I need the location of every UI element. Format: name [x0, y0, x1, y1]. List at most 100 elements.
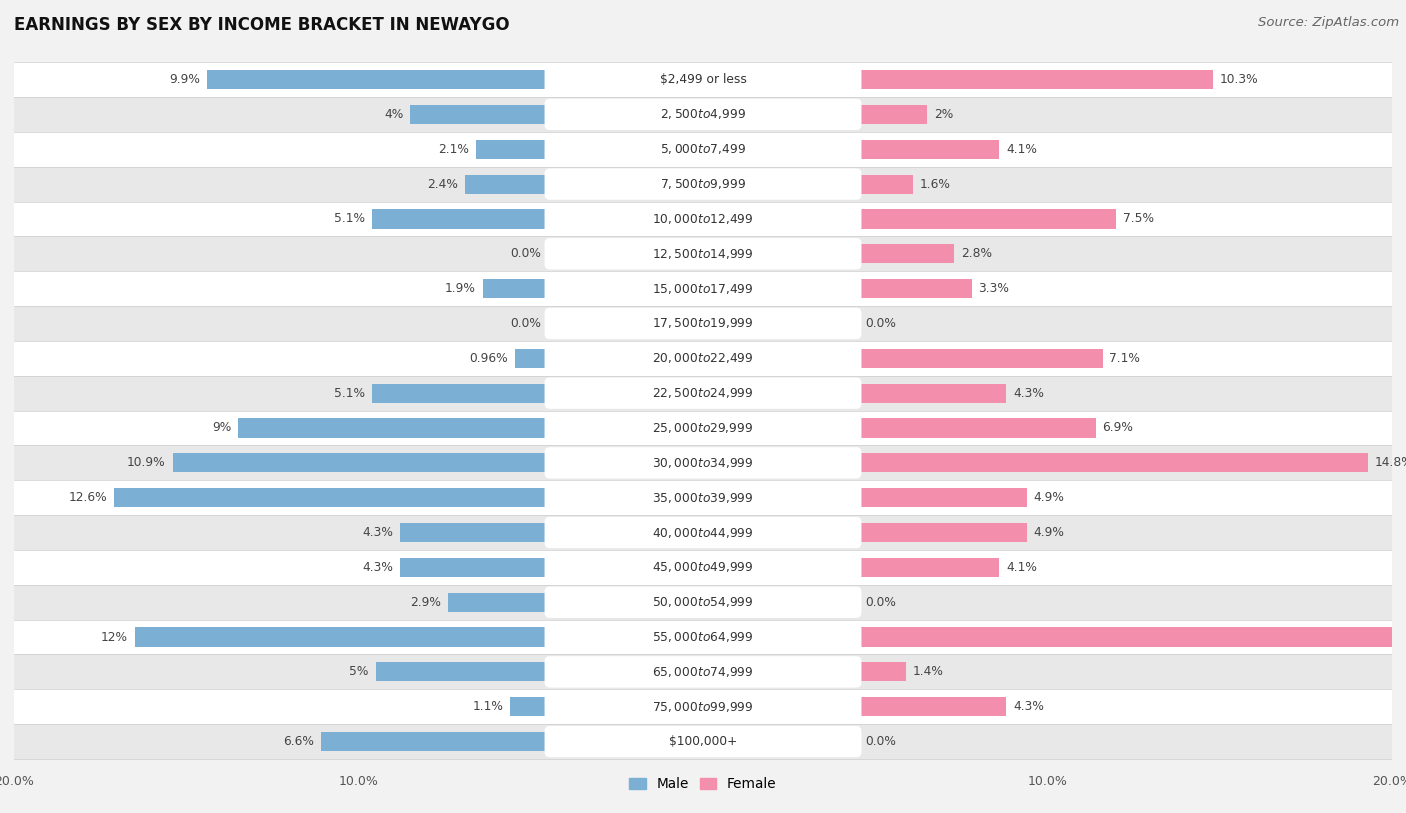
FancyBboxPatch shape: [544, 238, 862, 269]
Text: 4.3%: 4.3%: [363, 526, 392, 539]
Bar: [411, 105, 548, 124]
Text: 0.0%: 0.0%: [510, 247, 541, 260]
Text: $2,500 to $4,999: $2,500 to $4,999: [659, 107, 747, 121]
Text: 5.1%: 5.1%: [335, 212, 366, 225]
Bar: [14, 585, 1392, 620]
Text: 6.9%: 6.9%: [1102, 421, 1133, 434]
Bar: [14, 376, 1392, 411]
Bar: [515, 349, 548, 367]
Text: 10.3%: 10.3%: [1219, 73, 1258, 86]
Text: $17,500 to $19,999: $17,500 to $19,999: [652, 316, 754, 330]
Bar: [858, 349, 1102, 367]
Text: 4.1%: 4.1%: [1007, 561, 1038, 574]
Text: 0.0%: 0.0%: [865, 735, 896, 748]
Text: 2.9%: 2.9%: [411, 596, 441, 609]
Bar: [14, 724, 1392, 759]
Bar: [14, 97, 1392, 132]
Bar: [858, 384, 1007, 402]
Text: 0.96%: 0.96%: [470, 352, 508, 365]
Bar: [858, 488, 1026, 507]
Bar: [14, 132, 1392, 167]
Bar: [858, 244, 955, 263]
Bar: [475, 140, 548, 159]
Bar: [858, 209, 1116, 228]
Bar: [399, 523, 548, 542]
Bar: [858, 454, 1368, 472]
Text: 2.8%: 2.8%: [962, 247, 993, 260]
Bar: [14, 550, 1392, 585]
Text: 5.1%: 5.1%: [335, 387, 366, 400]
FancyBboxPatch shape: [544, 552, 862, 583]
Text: $40,000 to $44,999: $40,000 to $44,999: [652, 525, 754, 540]
Bar: [858, 523, 1026, 542]
Bar: [858, 558, 1000, 577]
Bar: [114, 488, 548, 507]
FancyBboxPatch shape: [544, 377, 862, 409]
Text: 1.6%: 1.6%: [920, 177, 950, 190]
Bar: [858, 698, 1007, 716]
Text: 1.4%: 1.4%: [912, 665, 943, 678]
Text: 1.1%: 1.1%: [472, 700, 503, 713]
Bar: [173, 454, 548, 472]
Text: 4.9%: 4.9%: [1033, 491, 1064, 504]
Bar: [373, 384, 548, 402]
Text: $25,000 to $29,999: $25,000 to $29,999: [652, 421, 754, 435]
Bar: [14, 167, 1392, 202]
Text: 5%: 5%: [350, 665, 368, 678]
Text: 12.6%: 12.6%: [69, 491, 107, 504]
Text: Source: ZipAtlas.com: Source: ZipAtlas.com: [1258, 16, 1399, 29]
FancyBboxPatch shape: [544, 64, 862, 95]
FancyBboxPatch shape: [544, 621, 862, 653]
Text: $22,500 to $24,999: $22,500 to $24,999: [652, 386, 754, 400]
Bar: [510, 698, 548, 716]
FancyBboxPatch shape: [544, 308, 862, 339]
Text: 4.3%: 4.3%: [1012, 387, 1043, 400]
FancyBboxPatch shape: [544, 273, 862, 304]
Text: 2.1%: 2.1%: [437, 143, 468, 156]
Text: 9%: 9%: [212, 421, 231, 434]
FancyBboxPatch shape: [544, 412, 862, 444]
Bar: [14, 306, 1392, 341]
Bar: [14, 515, 1392, 550]
Text: 0.0%: 0.0%: [865, 596, 896, 609]
Bar: [321, 732, 548, 751]
FancyBboxPatch shape: [544, 586, 862, 618]
Text: 4%: 4%: [384, 108, 404, 121]
Bar: [858, 628, 1402, 646]
Bar: [238, 419, 548, 437]
Text: 9.9%: 9.9%: [169, 73, 200, 86]
Text: 12%: 12%: [101, 631, 128, 644]
Text: 0.0%: 0.0%: [865, 317, 896, 330]
FancyBboxPatch shape: [544, 726, 862, 757]
Bar: [858, 419, 1095, 437]
Text: $65,000 to $74,999: $65,000 to $74,999: [652, 665, 754, 679]
Text: EARNINGS BY SEX BY INCOME BRACKET IN NEWAYGO: EARNINGS BY SEX BY INCOME BRACKET IN NEW…: [14, 16, 510, 34]
Text: 7.5%: 7.5%: [1123, 212, 1154, 225]
Text: 3.3%: 3.3%: [979, 282, 1010, 295]
FancyBboxPatch shape: [544, 133, 862, 165]
Text: 2%: 2%: [934, 108, 953, 121]
Bar: [14, 62, 1392, 97]
FancyBboxPatch shape: [544, 98, 862, 130]
Text: $7,500 to $9,999: $7,500 to $9,999: [659, 177, 747, 191]
Text: 2.4%: 2.4%: [427, 177, 458, 190]
FancyBboxPatch shape: [544, 447, 862, 479]
Bar: [14, 480, 1392, 515]
Bar: [858, 140, 1000, 159]
Text: $35,000 to $39,999: $35,000 to $39,999: [652, 491, 754, 505]
Bar: [373, 209, 548, 228]
Text: $20,000 to $22,499: $20,000 to $22,499: [652, 351, 754, 365]
Text: $2,499 or less: $2,499 or less: [659, 73, 747, 86]
Text: $15,000 to $17,499: $15,000 to $17,499: [652, 281, 754, 296]
Text: $100,000+: $100,000+: [669, 735, 737, 748]
FancyBboxPatch shape: [544, 342, 862, 374]
Bar: [14, 689, 1392, 724]
Bar: [465, 175, 548, 193]
Bar: [14, 654, 1392, 689]
Legend: Male, Female: Male, Female: [624, 772, 782, 796]
Bar: [14, 411, 1392, 446]
Text: 4.3%: 4.3%: [1012, 700, 1043, 713]
Bar: [858, 279, 972, 298]
FancyBboxPatch shape: [544, 203, 862, 235]
Text: $45,000 to $49,999: $45,000 to $49,999: [652, 560, 754, 574]
